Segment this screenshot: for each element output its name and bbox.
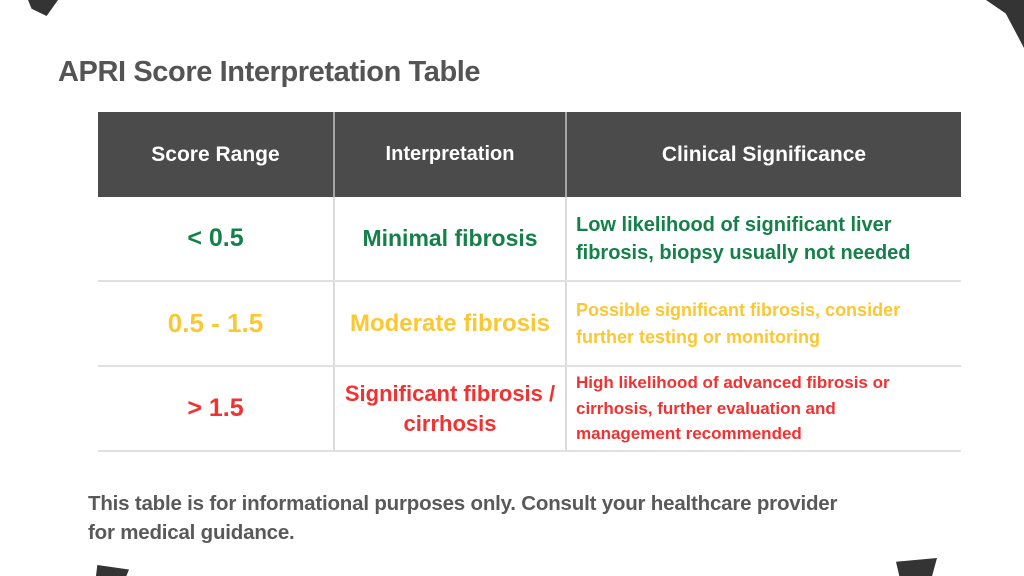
- text-line: Low likelihood of significant liver: [576, 213, 892, 236]
- table-header-row: Score Range Interpretation Clinical Sign…: [98, 112, 961, 197]
- corner-decoration-bottom-left: [96, 564, 129, 576]
- table-row-minimal-fibrosis: < 0.5 Minimal fibrosis Low likelihood of…: [98, 197, 961, 282]
- text-line: cirrhosis, further evaluation and: [576, 398, 836, 418]
- clinical-significance-cell: Possible significant fibrosis, consider …: [565, 282, 961, 365]
- text-line: High likelihood of advanced fibrosis or: [576, 373, 890, 393]
- interpretation-cell: Moderate fibrosis: [333, 282, 565, 365]
- text-line: cirrhosis: [403, 410, 497, 436]
- score-range-cell: < 0.5: [187, 224, 244, 252]
- clinical-significance-cell: Low likelihood of significant liver fibr…: [565, 197, 961, 280]
- page-title: APRI Score Interpretation Table: [58, 56, 481, 88]
- interpretation-cell: Significant fibrosis / cirrhosis: [333, 367, 565, 450]
- column-header-score-range: Score Range: [151, 142, 280, 166]
- table-row-moderate-fibrosis: 0.5 - 1.5 Moderate fibrosis Possible sig…: [98, 282, 961, 367]
- text-line: fibrosis, biopsy usually not needed: [576, 241, 911, 264]
- text-line: This table is for informational purposes…: [88, 492, 838, 515]
- corner-decoration-bottom-right: [896, 557, 937, 576]
- text-line: Significant fibrosis /: [344, 380, 556, 406]
- clinical-significance-cell: High likelihood of advanced fibrosis or …: [565, 367, 961, 450]
- column-header-interpretation: Interpretation: [333, 112, 565, 197]
- score-range-cell: 0.5 - 1.5: [167, 308, 264, 338]
- text-line: for medical guidance.: [88, 521, 295, 545]
- interpretation-cell: Minimal fibrosis: [333, 197, 565, 280]
- text-line: further testing or monitoring: [576, 326, 820, 347]
- column-header-clinical-significance: Clinical Significance: [565, 112, 961, 197]
- disclaimer-text: This table is for informational purposes…: [88, 489, 837, 547]
- table-row-significant-fibrosis: > 1.5 Significant fibrosis / cirrhosis H…: [98, 367, 961, 452]
- corner-decoration-top-left: [28, 0, 58, 16]
- corner-decoration-top-right: [986, 0, 1024, 48]
- text-line: Moderate fibrosis: [349, 309, 551, 337]
- text-line: Minimal fibrosis: [362, 225, 538, 251]
- apri-score-table: Score Range Interpretation Clinical Sign…: [98, 112, 961, 452]
- text-line: management recommended: [576, 424, 802, 444]
- text-line: Possible significant fibrosis, consider: [576, 299, 901, 320]
- score-range-cell: > 1.5: [187, 394, 244, 422]
